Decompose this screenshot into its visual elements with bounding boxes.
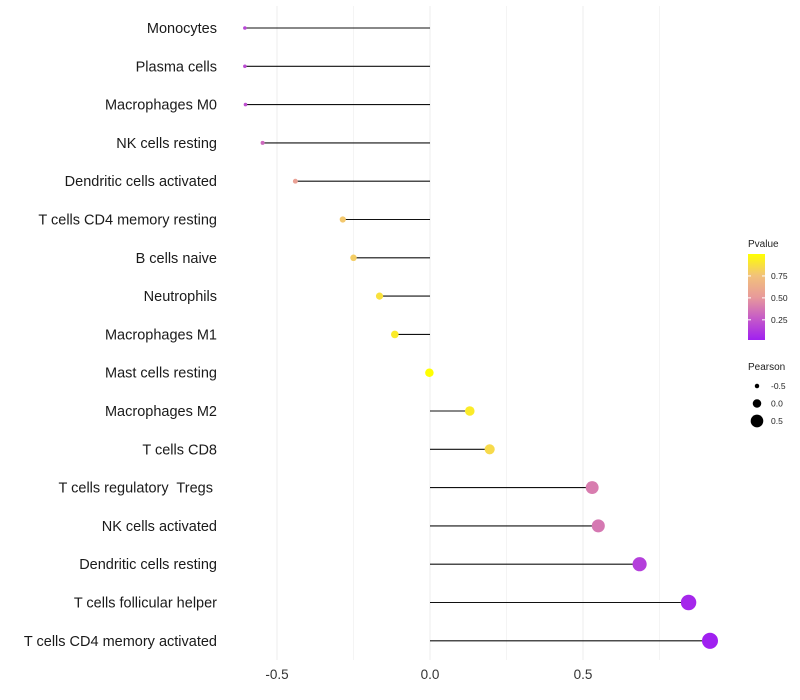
stems <box>244 27 710 642</box>
category-label: Neutrophils <box>144 289 217 305</box>
pvalue-legend-title: Pvalue <box>748 239 779 250</box>
data-point <box>292 178 298 184</box>
data-point <box>464 406 475 416</box>
data-point <box>632 557 647 572</box>
category-label: T cells CD4 memory activated <box>24 634 217 650</box>
x-tick-label: 0.5 <box>574 667 593 682</box>
pearson-size-label: 0.0 <box>771 399 783 409</box>
data-point <box>680 594 697 611</box>
data-point <box>243 64 247 69</box>
x-tick-label: 0.0 <box>421 667 440 682</box>
pvalue-legend: Pvalue 0.25 0.50 0.75 <box>748 239 788 340</box>
pearson-size-key <box>750 414 764 428</box>
category-label: Macrophages M2 <box>105 404 217 420</box>
pearson-size-label: -0.5 <box>771 381 786 391</box>
category-label: Mast cells resting <box>105 366 217 382</box>
data-point <box>243 26 247 30</box>
pvalue-tick-label: 0.75 <box>771 271 788 281</box>
pearson-legend: Pearson -0.5 0.0 0.5 <box>748 362 786 428</box>
pearson-size-key <box>752 399 762 408</box>
category-label: Dendritic cells activated <box>65 174 217 190</box>
data-point <box>484 444 495 455</box>
category-label: NK cells activated <box>102 519 217 535</box>
data-point <box>350 254 357 262</box>
pearson-size-label: 0.5 <box>771 416 783 426</box>
pvalue-tick-label: 0.50 <box>771 293 788 303</box>
category-label: Macrophages M1 <box>105 327 217 343</box>
data-point <box>701 632 719 649</box>
data-point <box>260 140 265 145</box>
pearson-size-key <box>754 383 760 389</box>
category-labels: Monocytes Plasma cells Macrophages M0 NK ce… <box>24 21 217 650</box>
category-label: Dendritic cells resting <box>79 557 217 573</box>
gridlines <box>276 6 660 660</box>
data-point <box>339 216 346 223</box>
category-label: T cells CD4 memory resting <box>38 213 217 229</box>
x-tick-label: -0.5 <box>265 667 288 682</box>
category-label: T cells CD8 <box>142 442 217 458</box>
data-point <box>391 330 399 339</box>
data-point <box>425 368 434 377</box>
pvalue-colorbar <box>748 254 765 340</box>
points <box>243 26 719 649</box>
data-point <box>585 481 599 495</box>
pearson-legend-title: Pearson <box>748 362 785 373</box>
category-label: T cells regulatory Tregs <box>59 481 218 497</box>
category-label: NK cells resting <box>116 136 217 152</box>
pvalue-tick-label: 0.25 <box>771 315 788 325</box>
category-label: Macrophages M0 <box>105 98 217 114</box>
category-label: T cells follicular helper <box>74 596 217 612</box>
data-point <box>375 292 384 300</box>
data-point <box>591 519 605 533</box>
x-axis-ticks: -0.5 0.0 0.5 <box>265 667 592 682</box>
category-label: Plasma cells <box>136 59 217 75</box>
category-label: Monocytes <box>147 21 217 37</box>
data-point <box>243 102 248 107</box>
category-label: B cells naive <box>136 251 217 267</box>
